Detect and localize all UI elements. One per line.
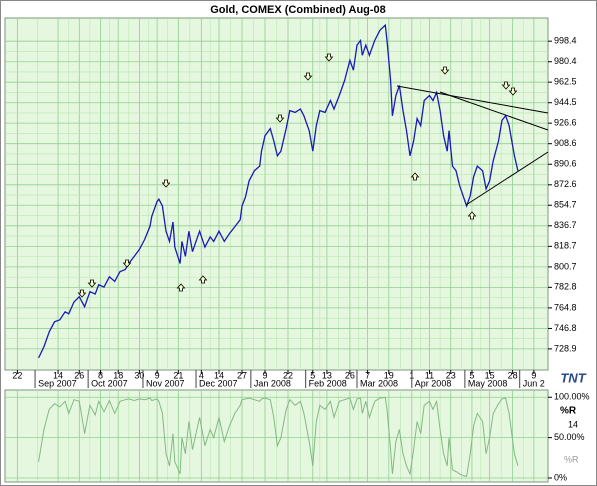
y-tick-label: 746.8 bbox=[554, 323, 577, 333]
down-arrow bbox=[122, 259, 132, 268]
down-arrow bbox=[303, 72, 313, 81]
x-tick-label: 26 bbox=[345, 370, 355, 380]
y-tick-label: 764.8 bbox=[554, 302, 577, 312]
x-tick-label: 22 bbox=[283, 370, 293, 380]
y-tick-label: 728.9 bbox=[554, 343, 577, 353]
fractal-markers bbox=[77, 53, 518, 298]
y-tick-label: 944.5 bbox=[554, 97, 577, 107]
series-line bbox=[38, 396, 519, 478]
down-arrow bbox=[324, 53, 334, 62]
up-arrow bbox=[467, 211, 477, 220]
x-tick-label: 23 bbox=[446, 370, 456, 380]
down-arrow bbox=[501, 81, 511, 90]
x-tick-label: 26 bbox=[74, 370, 84, 380]
y-tick-label: 908.6 bbox=[554, 138, 577, 148]
month-label: Jun 2 bbox=[523, 378, 545, 388]
chart-title: Gold, COMEX (Combined) Aug-08 bbox=[210, 4, 386, 16]
indicator-title: %R bbox=[560, 406, 577, 417]
y-tick-label: 872.6 bbox=[554, 179, 577, 189]
x-tick-label: 14 bbox=[214, 370, 224, 380]
down-arrow bbox=[87, 279, 97, 288]
x-tick-label: 9 bbox=[262, 370, 267, 380]
y-tick-label: 50.00% bbox=[554, 432, 585, 442]
y-tick-label: 962.5 bbox=[554, 77, 577, 87]
trendline bbox=[465, 151, 549, 206]
legend-entry: %R bbox=[564, 454, 579, 464]
x-tick-label: 19 bbox=[384, 370, 394, 380]
x-tick-label: 5 bbox=[469, 370, 474, 380]
month-label: Nov 2007 bbox=[146, 378, 185, 388]
up-arrow bbox=[176, 283, 186, 292]
x-tick-label: 30 bbox=[134, 370, 144, 380]
logo: TNT bbox=[560, 370, 586, 385]
month-label: Mar 2008 bbox=[360, 378, 398, 388]
y-tick-label: 800.7 bbox=[554, 261, 577, 271]
down-arrow bbox=[161, 179, 171, 188]
down-arrow bbox=[275, 114, 285, 123]
x-tick-label: 15 bbox=[485, 370, 495, 380]
series-line bbox=[38, 23, 519, 359]
x-tick-label: 28 bbox=[508, 370, 518, 380]
x-tick-label: 5 bbox=[310, 370, 315, 380]
month-label: Oct 2007 bbox=[91, 378, 128, 388]
x-tick-label: 21 bbox=[173, 370, 183, 380]
month-label: Jan 2008 bbox=[254, 378, 291, 388]
logo-box bbox=[549, 369, 596, 389]
up-arrow bbox=[410, 172, 420, 181]
y-tick-label: 926.6 bbox=[554, 118, 577, 128]
x-tick-label: 7 bbox=[365, 370, 370, 380]
month-label: Dec 2007 bbox=[199, 378, 238, 388]
x-tick-label: 13 bbox=[322, 370, 332, 380]
x-tick-label: 14 bbox=[53, 370, 63, 380]
x-tick-label: 4 bbox=[199, 370, 204, 380]
down-arrow bbox=[77, 289, 87, 298]
y-tick-label: 980.4 bbox=[554, 56, 577, 66]
month-label: May 2008 bbox=[468, 378, 508, 388]
indicator-period: 14 bbox=[568, 419, 578, 429]
x-tick-label: 11 bbox=[425, 370, 434, 380]
y-tick-label: 854.7 bbox=[554, 200, 577, 210]
x-tick-label: 27 bbox=[237, 370, 247, 380]
x-tick-label: 18 bbox=[113, 370, 123, 380]
x-tick-label: 22 bbox=[12, 370, 22, 380]
x-tick-label: 9 bbox=[155, 370, 160, 380]
y-tick-label: 998.4 bbox=[554, 36, 577, 46]
month-label: Apr 2008 bbox=[415, 378, 452, 388]
y-tick-label: 782.8 bbox=[554, 282, 577, 292]
y-tick-label: 890.6 bbox=[554, 159, 577, 169]
y-tick-label: 818.7 bbox=[554, 241, 577, 251]
y-tick-label: 100.00% bbox=[554, 392, 590, 402]
x-tick-label: 9 bbox=[531, 370, 536, 380]
trendlines bbox=[396, 85, 549, 206]
down-arrow bbox=[508, 87, 518, 96]
price-grid bbox=[5, 18, 548, 370]
up-arrow bbox=[198, 275, 208, 284]
trendline bbox=[396, 85, 549, 114]
month-label: Feb 2008 bbox=[309, 378, 347, 388]
x-tick-label: 8 bbox=[98, 370, 103, 380]
y-tick-label: 0% bbox=[554, 472, 567, 482]
down-arrow bbox=[440, 66, 450, 75]
y-tick-label: 836.7 bbox=[554, 220, 577, 230]
month-label: Sep 2007 bbox=[38, 378, 77, 388]
trendline bbox=[439, 91, 549, 131]
